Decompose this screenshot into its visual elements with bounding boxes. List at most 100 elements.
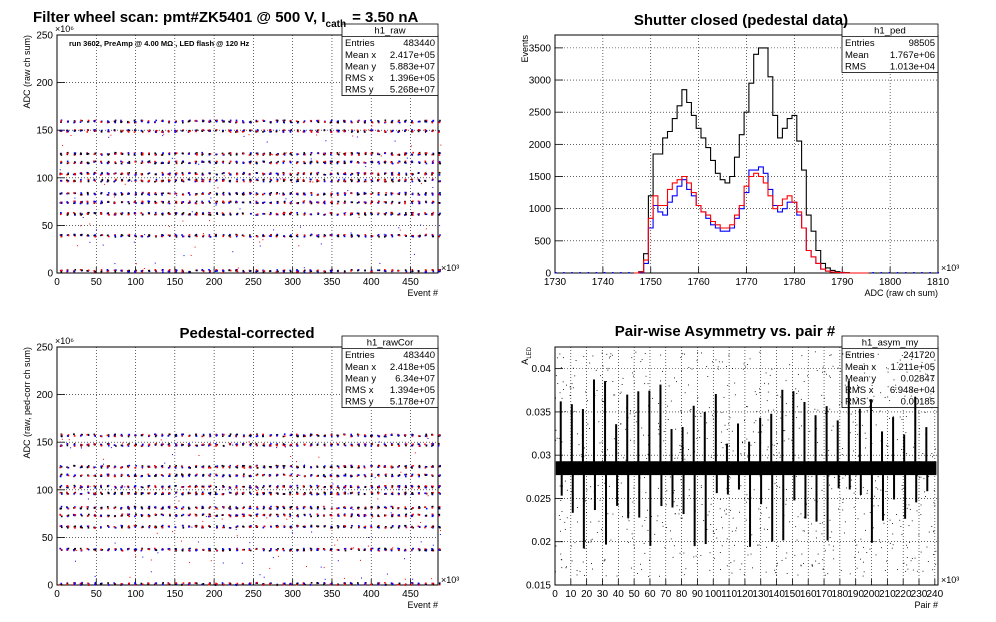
data-point bbox=[228, 583, 231, 586]
data-point bbox=[168, 475, 171, 477]
data-point bbox=[140, 153, 143, 155]
data-point bbox=[331, 201, 333, 203]
data-point bbox=[161, 487, 164, 489]
data-point bbox=[249, 192, 251, 194]
data-point bbox=[215, 515, 217, 517]
data-point bbox=[331, 548, 333, 550]
data-point bbox=[431, 173, 433, 175]
data-point bbox=[383, 233, 385, 235]
data-point bbox=[160, 513, 163, 516]
stats-key: RMS y bbox=[345, 397, 374, 408]
data-point bbox=[236, 491, 238, 494]
data-point bbox=[282, 153, 285, 156]
data-point bbox=[384, 236, 386, 238]
data-point bbox=[209, 270, 211, 273]
data-point bbox=[370, 153, 373, 155]
data-point bbox=[269, 513, 272, 516]
data-point bbox=[303, 235, 306, 238]
data-point bbox=[378, 236, 380, 238]
data-point bbox=[59, 129, 61, 132]
data-point bbox=[60, 270, 63, 273]
data-point bbox=[106, 434, 109, 437]
data-point bbox=[276, 549, 278, 552]
data-point bbox=[438, 154, 441, 156]
data-point bbox=[324, 465, 326, 467]
data-point bbox=[248, 441, 250, 443]
data-point bbox=[310, 507, 313, 510]
data-point bbox=[174, 212, 177, 215]
data-point bbox=[424, 120, 426, 123]
data-point bbox=[209, 467, 212, 469]
data-point bbox=[120, 160, 122, 163]
data-point bbox=[243, 515, 245, 517]
data-point bbox=[309, 161, 312, 163]
y-axis-label: ADC (raw ch sum) bbox=[22, 35, 32, 109]
data-point bbox=[181, 201, 183, 204]
data-point bbox=[275, 525, 278, 527]
data-point bbox=[296, 233, 299, 236]
data-point bbox=[289, 584, 291, 586]
data-point bbox=[299, 474, 301, 476]
data-point bbox=[135, 555, 137, 557]
data-point bbox=[336, 214, 339, 216]
data-point bbox=[404, 214, 406, 216]
data-point bbox=[80, 513, 82, 516]
data-point bbox=[242, 179, 245, 181]
data-point bbox=[330, 152, 333, 155]
data-point bbox=[358, 201, 360, 204]
data-point bbox=[195, 180, 198, 183]
data-point bbox=[66, 548, 68, 550]
data-point bbox=[330, 549, 332, 551]
data-point bbox=[215, 235, 217, 238]
data-point bbox=[221, 518, 223, 520]
data-point bbox=[79, 162, 82, 164]
data-point bbox=[275, 474, 278, 477]
data-point bbox=[175, 515, 177, 517]
data-point bbox=[60, 120, 62, 122]
data-point bbox=[94, 466, 96, 468]
data-point bbox=[303, 434, 305, 436]
data-point bbox=[320, 566, 322, 568]
data-point bbox=[229, 514, 232, 517]
data-point bbox=[344, 444, 347, 447]
data-point bbox=[80, 435, 82, 437]
data-point bbox=[298, 245, 300, 247]
data-point bbox=[140, 583, 143, 586]
data-point bbox=[390, 193, 393, 196]
data-point bbox=[309, 269, 312, 271]
data-point bbox=[154, 200, 156, 203]
data-point bbox=[289, 515, 291, 518]
data-point bbox=[101, 465, 103, 467]
data-point bbox=[425, 228, 427, 230]
data-point bbox=[66, 173, 68, 176]
data-point bbox=[196, 173, 198, 175]
data-point bbox=[364, 178, 367, 181]
data-point bbox=[303, 466, 305, 469]
data-point bbox=[167, 505, 170, 508]
data-point bbox=[74, 161, 76, 163]
data-point bbox=[337, 234, 340, 236]
data-point bbox=[425, 153, 427, 156]
x-tick-label: 150 bbox=[166, 277, 183, 288]
data-point bbox=[161, 443, 163, 446]
data-point bbox=[256, 130, 258, 132]
data-point bbox=[148, 152, 150, 155]
data-point bbox=[135, 202, 137, 204]
data-point bbox=[108, 235, 110, 238]
data-point bbox=[323, 270, 325, 273]
data-point bbox=[188, 235, 191, 238]
data-point bbox=[195, 506, 197, 509]
data-point bbox=[154, 493, 156, 495]
data-point bbox=[189, 162, 191, 164]
data-point bbox=[167, 434, 170, 437]
data-point bbox=[323, 178, 326, 181]
data-point bbox=[188, 179, 191, 181]
data-point bbox=[135, 548, 137, 550]
data-point bbox=[344, 507, 346, 509]
data-point bbox=[317, 548, 320, 550]
data-point bbox=[135, 173, 137, 176]
data-point bbox=[304, 153, 306, 156]
data-point bbox=[431, 202, 434, 204]
data-point bbox=[113, 466, 116, 469]
data-point bbox=[195, 465, 197, 467]
